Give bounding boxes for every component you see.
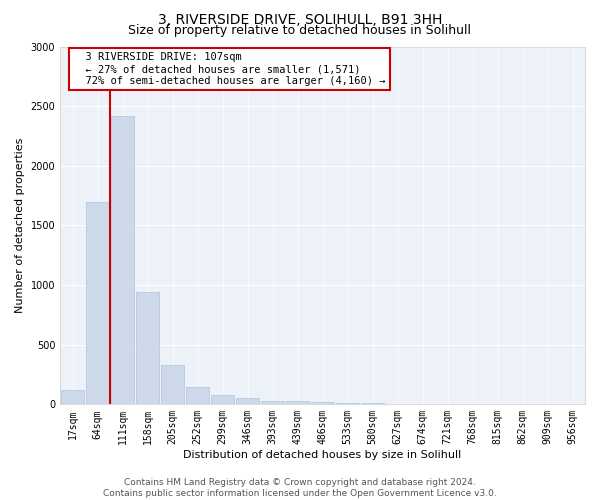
- Text: 3, RIVERSIDE DRIVE, SOLIHULL, B91 3HH: 3, RIVERSIDE DRIVE, SOLIHULL, B91 3HH: [158, 12, 442, 26]
- Text: Size of property relative to detached houses in Solihull: Size of property relative to detached ho…: [128, 24, 472, 37]
- Bar: [211, 395, 234, 404]
- Bar: [161, 365, 184, 405]
- Bar: [86, 202, 109, 404]
- Bar: [311, 402, 334, 404]
- X-axis label: Distribution of detached houses by size in Solihull: Distribution of detached houses by size …: [184, 450, 462, 460]
- Text: Contains HM Land Registry data © Crown copyright and database right 2024.
Contai: Contains HM Land Registry data © Crown c…: [103, 478, 497, 498]
- Bar: [361, 403, 384, 404]
- Y-axis label: Number of detached properties: Number of detached properties: [15, 138, 25, 313]
- Text: 3 RIVERSIDE DRIVE: 107sqm
  ← 27% of detached houses are smaller (1,571)
  72% o: 3 RIVERSIDE DRIVE: 107sqm ← 27% of detac…: [73, 52, 385, 86]
- Bar: [136, 292, 159, 405]
- Bar: [112, 116, 134, 405]
- Bar: [262, 401, 284, 404]
- Bar: [337, 402, 359, 404]
- Bar: [187, 387, 209, 404]
- Bar: [61, 390, 84, 404]
- Bar: [236, 398, 259, 404]
- Bar: [286, 402, 309, 404]
